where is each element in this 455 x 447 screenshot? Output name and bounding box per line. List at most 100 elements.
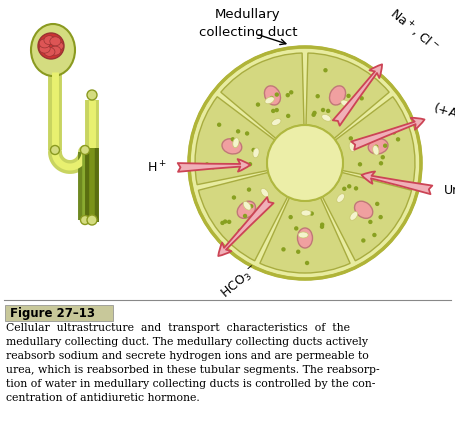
Ellipse shape (368, 139, 388, 154)
Circle shape (51, 146, 60, 155)
Circle shape (289, 90, 293, 94)
Circle shape (380, 155, 385, 160)
Circle shape (315, 94, 320, 98)
Text: medullary collecting duct. The medullary collecting ducts actively: medullary collecting duct. The medullary… (6, 337, 368, 347)
Circle shape (368, 220, 373, 224)
Ellipse shape (298, 228, 313, 248)
Ellipse shape (301, 210, 311, 216)
Circle shape (296, 249, 300, 254)
Circle shape (383, 143, 387, 148)
Text: Na$^+$, Cl$^-$: Na$^+$, Cl$^-$ (386, 6, 441, 56)
Wedge shape (260, 198, 350, 273)
Circle shape (87, 215, 97, 225)
Circle shape (238, 228, 242, 233)
Ellipse shape (373, 145, 379, 155)
Circle shape (379, 161, 383, 165)
Circle shape (321, 108, 325, 112)
Circle shape (372, 233, 377, 237)
Circle shape (274, 108, 279, 112)
Circle shape (227, 219, 232, 224)
Circle shape (189, 47, 421, 279)
Text: Urea: Urea (444, 184, 455, 197)
Ellipse shape (329, 86, 345, 105)
Circle shape (231, 137, 235, 142)
Circle shape (247, 187, 251, 192)
Circle shape (236, 129, 240, 134)
Ellipse shape (298, 232, 308, 238)
Circle shape (396, 137, 400, 142)
Circle shape (326, 109, 330, 113)
Circle shape (249, 204, 253, 208)
Text: Figure 27–13: Figure 27–13 (10, 308, 95, 320)
Circle shape (309, 211, 314, 216)
Wedge shape (306, 53, 389, 139)
Ellipse shape (261, 188, 268, 197)
Wedge shape (335, 97, 415, 185)
Circle shape (211, 165, 215, 169)
Circle shape (320, 224, 324, 229)
Text: reabsorb sodium and secrete hydrogen ions and are permeable to: reabsorb sodium and secrete hydrogen ion… (6, 351, 369, 361)
Circle shape (217, 122, 221, 127)
Circle shape (359, 96, 364, 101)
Ellipse shape (39, 44, 50, 53)
Text: HCO$_3$$^-$: HCO$_3$$^-$ (218, 262, 262, 302)
Circle shape (81, 146, 90, 155)
Ellipse shape (350, 211, 358, 220)
Circle shape (267, 125, 343, 201)
Wedge shape (221, 53, 304, 139)
Circle shape (87, 90, 97, 100)
Ellipse shape (38, 33, 64, 59)
Ellipse shape (272, 118, 281, 126)
Ellipse shape (44, 36, 55, 45)
Ellipse shape (50, 46, 61, 55)
Ellipse shape (52, 42, 64, 51)
Circle shape (358, 162, 362, 167)
Circle shape (312, 111, 317, 115)
Ellipse shape (243, 202, 251, 210)
Ellipse shape (39, 39, 50, 48)
Circle shape (342, 186, 347, 191)
Circle shape (245, 131, 249, 135)
Circle shape (81, 215, 90, 224)
Ellipse shape (50, 37, 61, 46)
Circle shape (311, 113, 316, 117)
Circle shape (305, 261, 309, 265)
Circle shape (294, 226, 298, 231)
Wedge shape (195, 97, 275, 185)
Circle shape (323, 68, 328, 72)
Circle shape (346, 94, 351, 98)
Circle shape (271, 109, 275, 113)
Circle shape (375, 202, 379, 206)
Ellipse shape (349, 142, 355, 152)
Circle shape (354, 186, 358, 190)
Circle shape (286, 93, 290, 97)
Circle shape (232, 195, 236, 200)
Circle shape (269, 96, 274, 100)
Circle shape (223, 219, 228, 224)
Ellipse shape (237, 201, 255, 218)
Circle shape (347, 184, 351, 189)
Ellipse shape (341, 100, 350, 107)
Text: Medullary: Medullary (215, 8, 281, 21)
Ellipse shape (44, 47, 55, 56)
Text: collecting duct: collecting duct (199, 26, 297, 39)
Ellipse shape (265, 97, 274, 104)
Wedge shape (323, 173, 412, 261)
Text: H$^+$: H$^+$ (147, 160, 167, 175)
Text: tion of water in medullary collecting ducts is controlled by the con-: tion of water in medullary collecting du… (6, 379, 375, 389)
Circle shape (286, 114, 290, 118)
Circle shape (220, 221, 225, 225)
Circle shape (361, 238, 365, 243)
Ellipse shape (337, 194, 344, 202)
Circle shape (256, 102, 260, 107)
Ellipse shape (264, 86, 280, 105)
Text: (+ADH) H$_2$O: (+ADH) H$_2$O (431, 101, 455, 136)
Circle shape (252, 148, 256, 152)
Text: urea, which is reabsorbed in these tubular segments. The reabsorp-: urea, which is reabsorbed in these tubul… (6, 365, 379, 375)
Circle shape (320, 223, 324, 227)
Ellipse shape (233, 138, 239, 148)
Circle shape (392, 130, 396, 135)
Ellipse shape (354, 201, 373, 218)
Circle shape (281, 247, 286, 252)
Ellipse shape (31, 24, 75, 76)
